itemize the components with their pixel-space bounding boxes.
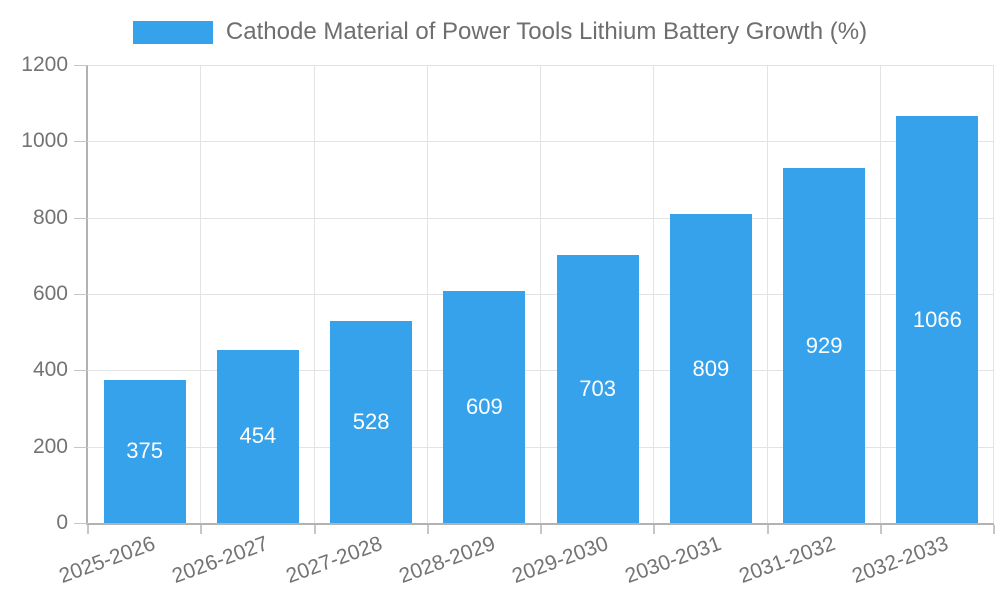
y-tick-mark [74,141,88,143]
y-axis-tick-label: 0 [56,511,68,534]
x-axis-tick-label: 2025-2026 [56,532,159,588]
grid-line-y [88,294,994,295]
chart-title: Cathode Material of Power Tools Lithium … [225,18,868,45]
grid-line-x [313,65,315,523]
x-axis-tick-label: 2031-2032 [735,532,838,588]
x-tick-mark [426,525,429,534]
grid-line-y [88,446,994,448]
y-tick-mark [74,217,88,219]
chart-legend: Cathode Material of Power Tools Lithium … [0,18,1000,46]
bar-value-label: 375 [126,438,163,464]
y-axis-tick-label: 400 [32,358,68,382]
bar-2028-2029[interactable]: 609 [443,290,526,523]
y-axis-tick-label: 1000 [21,129,68,153]
y-tick-mark [74,65,88,66]
grid-line-x [653,65,655,523]
bar-value-label: 528 [352,409,390,435]
bar-2032-2033[interactable]: 1066 [896,116,979,523]
x-tick-mark [653,525,656,534]
y-axis-tick-label: 600 [32,282,68,305]
x-axis-tick-label: 2032-2033 [848,532,952,588]
legend-item-series[interactable]: Cathode Material of Power Tools Lithium … [132,18,868,46]
bar-value-label: 703 [579,375,616,401]
x-axis-tick-label: 2029-2030 [509,532,612,588]
bar-value-label: 809 [692,355,730,381]
grid-line-x [540,65,541,523]
grid-line-y [88,141,994,143]
x-axis-tick-label: 2027-2028 [282,532,385,588]
x-tick-mark [993,525,995,534]
y-tick-mark [74,523,88,524]
x-tick-mark [200,525,203,534]
y-tick-mark [74,370,88,372]
bar-2030-2031[interactable]: 809 [669,214,752,523]
x-axis-tick-label: 2026-2027 [169,532,272,588]
legend-color-swatch [132,20,213,44]
plot-area: 375 454 528 609 703 809 929 1066 [88,65,994,523]
grid-line-x [200,65,202,523]
y-tick-mark [74,446,88,448]
x-tick-mark [313,525,316,534]
bar-value-label: 609 [466,393,503,419]
grid-line-x [879,65,881,523]
y-axis-tick-label: 200 [32,434,68,458]
bar-value-label: 1066 [912,306,962,332]
bar-2031-2032[interactable]: 929 [783,168,866,523]
bar-2025-2026[interactable]: 375 [103,379,186,523]
grid-line-x [766,65,768,523]
grid-line-y [88,65,994,66]
bar-value-label: 454 [239,423,277,449]
x-axis-tick-label: 2028-2029 [395,532,499,588]
bar-2026-2027[interactable]: 454 [216,349,299,523]
y-axis-line [86,65,88,525]
bar-2029-2030[interactable]: 703 [556,254,639,523]
x-axis-tick-label: 2030-2031 [622,532,725,588]
y-axis-tick-label: 800 [32,205,68,229]
x-axis-line [86,523,994,525]
x-tick-mark [879,525,882,534]
grid-line-x [993,65,994,523]
x-tick-mark [766,525,769,534]
bar-2027-2028[interactable]: 528 [330,321,413,523]
grid-line-x [426,65,428,523]
x-tick-mark [87,525,89,534]
y-axis-tick-label: 1200 [21,53,68,76]
bar-value-label: 929 [805,332,843,358]
grid-line-y [88,370,994,372]
x-tick-mark [540,525,542,534]
grid-line-y [88,217,994,219]
y-tick-mark [74,294,88,295]
